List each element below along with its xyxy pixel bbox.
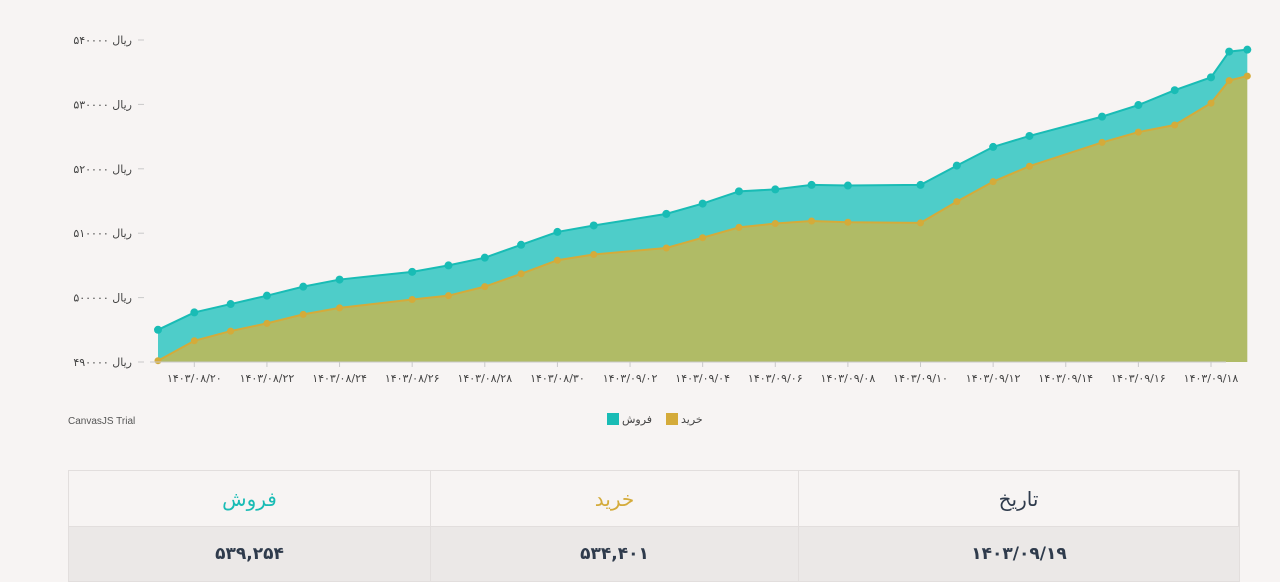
buy-point xyxy=(1171,121,1179,129)
buy-point xyxy=(989,178,997,186)
buy-point xyxy=(953,198,961,206)
buy-point xyxy=(1134,128,1142,136)
x-tick-label: ۱۴۰۳/۰۹/۰۲ xyxy=(603,372,658,385)
x-tick-label: ۱۴۰۳/۰۸/۳۰ xyxy=(530,372,585,385)
y-tick-label: ریال ۵۱۰۰۰۰ xyxy=(73,227,132,240)
summary-value-sell: ۵۳۹,۲۵۴ xyxy=(69,527,431,581)
buy-point xyxy=(1207,99,1215,107)
legend-swatch-buy xyxy=(666,413,678,425)
x-tick-label: ۱۴۰۳/۰۹/۰۶ xyxy=(748,372,803,385)
buy-point xyxy=(735,223,743,231)
sell-point xyxy=(698,199,707,208)
sell-point xyxy=(952,161,961,170)
sell-point xyxy=(662,209,671,218)
buy-point xyxy=(154,357,162,365)
series-line-sell xyxy=(157,48,1248,331)
y-tick-label: ریال ۴۹۰۰۰۰ xyxy=(73,356,132,369)
sell-point xyxy=(154,325,162,334)
buy-point xyxy=(444,292,452,300)
legend-label-sell: فروش xyxy=(622,413,652,426)
buy-point xyxy=(299,310,307,318)
buy-point xyxy=(1098,138,1106,146)
sell-point xyxy=(589,221,598,230)
buy-point xyxy=(227,327,235,335)
sell-point xyxy=(190,308,199,317)
buy-point xyxy=(917,219,925,227)
sell-point xyxy=(734,187,743,196)
series-area-buy xyxy=(158,76,1248,363)
buy-point xyxy=(1225,77,1233,85)
x-tick-label: ۱۴۰۳/۰۸/۲۲ xyxy=(240,372,295,385)
buy-point xyxy=(336,304,344,312)
y-tick-label: ریال ۵۳۰۰۰۰ xyxy=(73,98,132,111)
sell-point xyxy=(1207,73,1215,82)
sell-point xyxy=(1098,112,1107,121)
x-tick-label: ۱۴۰۳/۰۹/۱۸ xyxy=(1184,372,1239,385)
sell-point xyxy=(444,261,453,270)
x-tick-label: ۱۴۰۳/۰۹/۱۴ xyxy=(1038,372,1093,385)
x-tick-label: ۱۴۰۳/۰۸/۲۰ xyxy=(167,372,222,385)
summary-header-sell: فروش xyxy=(69,471,431,527)
sell-point xyxy=(262,291,271,300)
x-tick-label: ۱۴۰۳/۰۸/۲۴ xyxy=(312,372,367,385)
sell-point xyxy=(517,240,526,249)
buy-point xyxy=(844,218,852,226)
x-tick-label: ۱۴۰۳/۰۹/۱۰ xyxy=(893,372,948,385)
x-tick-label: ۱۴۰۳/۰۸/۲۶ xyxy=(385,372,440,385)
sell-point xyxy=(335,275,344,284)
price-area-chart: ۱۴۰۳/۰۸/۲۰ ۱۴۰۳/۰۸/۲۲ ۱۴۰۳/۰۸/۲۴ ۱۴۰۳/۰۸/۲۶… xyxy=(73,34,1252,426)
legend-label-buy: خرید xyxy=(681,413,703,426)
buy-point xyxy=(481,283,489,291)
sell-point xyxy=(480,253,489,262)
sell-point xyxy=(1134,101,1143,110)
y-tick-label: ریال ۵۲۰۰۰۰ xyxy=(73,163,132,176)
x-tick-label: ۱۴۰۳/۰۹/۱۶ xyxy=(1111,372,1166,385)
y-tick-label: ریال ۵۰۰۰۰۰ xyxy=(73,292,132,305)
summary-value-date: ۱۴۰۳/۰۹/۱۹ xyxy=(799,527,1239,581)
x-tick-label: ۱۴۰۳/۰۸/۲۸ xyxy=(457,372,512,385)
x-tick-label: ۱۴۰۳/۰۹/۰۸ xyxy=(821,372,876,385)
buy-point xyxy=(1025,162,1033,170)
chart-credit: CanvasJS Trial xyxy=(68,416,136,427)
sell-point xyxy=(989,142,998,151)
sell-point xyxy=(1243,45,1252,54)
sell-point xyxy=(807,180,816,189)
legend-swatch-sell xyxy=(607,413,619,425)
sell-point xyxy=(1225,47,1234,56)
buy-point xyxy=(662,244,670,252)
summary-value-buy: ۵۳۴,۴۰۱ xyxy=(431,527,799,581)
sell-point xyxy=(553,227,562,236)
buy-point xyxy=(553,256,561,264)
buy-point xyxy=(408,296,416,304)
sell-point xyxy=(1025,131,1034,140)
summary-table: فروش خرید تاریخ ۵۳۹,۲۵۴ ۵۳۴,۴۰۱ ۱۴۰۳/۰۹/… xyxy=(68,470,1240,582)
buy-point xyxy=(771,220,779,228)
buy-point xyxy=(808,217,816,225)
buy-point xyxy=(263,319,271,327)
buy-point xyxy=(517,270,525,278)
series-line-buy xyxy=(157,75,1248,362)
sell-point xyxy=(299,282,308,291)
y-tick-label: ریال ۵۴۰۰۰۰ xyxy=(73,34,132,47)
summary-header-buy: خرید xyxy=(431,471,799,527)
buy-point xyxy=(1243,72,1251,80)
x-tick-label: ۱۴۰۳/۰۹/۱۲ xyxy=(966,372,1021,385)
sell-point xyxy=(226,300,235,309)
sell-point xyxy=(843,181,852,190)
summary-header-date: تاریخ xyxy=(799,471,1239,527)
sell-point xyxy=(408,267,417,276)
buy-point xyxy=(699,234,707,242)
sell-point xyxy=(916,180,925,189)
buy-point xyxy=(190,337,198,345)
sell-point xyxy=(771,185,780,194)
buy-point xyxy=(590,250,598,258)
sell-point xyxy=(1170,86,1179,95)
x-tick-label: ۱۴۰۳/۰۹/۰۴ xyxy=(675,372,730,385)
